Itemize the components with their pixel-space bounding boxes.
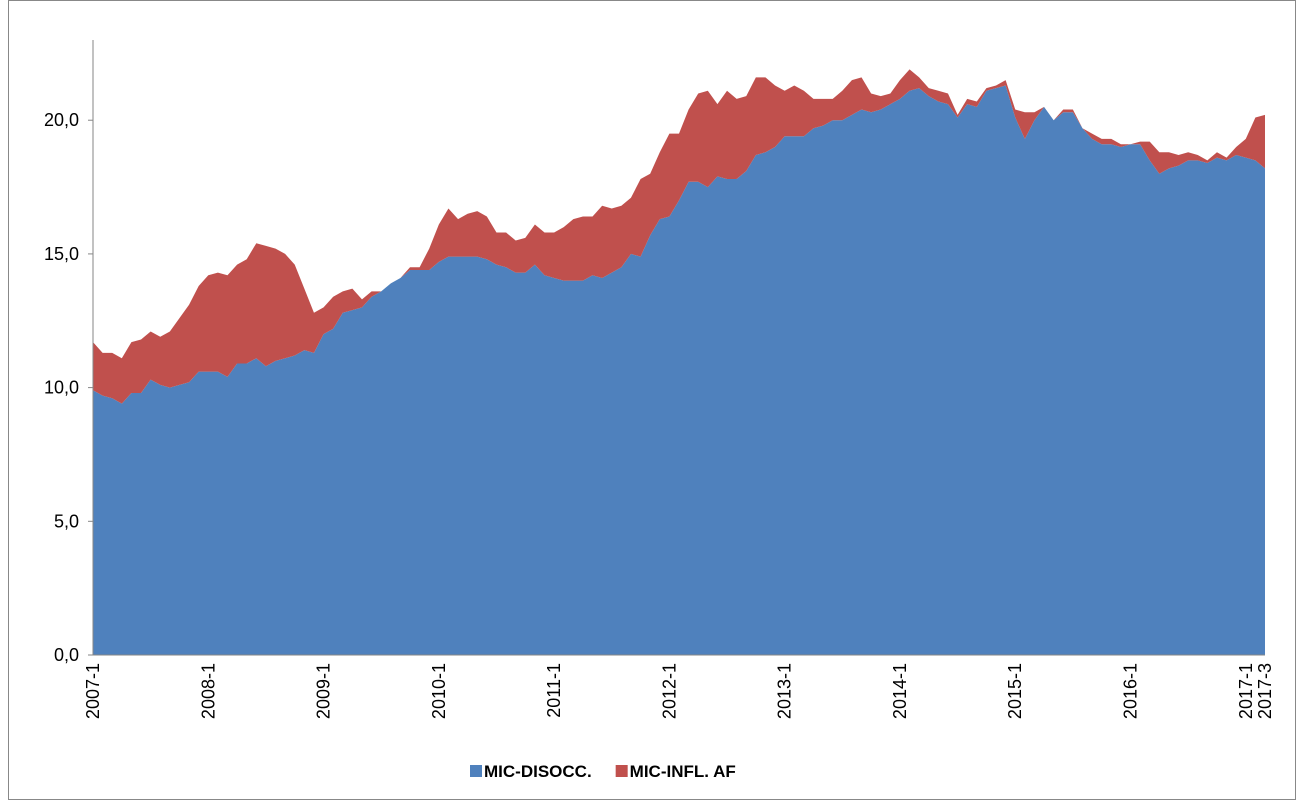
legend-label: MIC-DISOCC.	[484, 762, 592, 781]
chart-frame	[8, 0, 1296, 800]
x-tick-label: 2016-1	[1121, 663, 1141, 719]
x-tick-label: 2017-1	[1236, 663, 1256, 719]
x-tick-label: 2010-1	[429, 663, 449, 719]
x-tick-label: 2011-1	[544, 663, 564, 718]
legend-swatch	[470, 765, 482, 777]
x-tick-label: 2014-1	[890, 663, 910, 719]
x-tick-label: 2017-3	[1255, 663, 1275, 719]
x-tick-label: 2012-1	[659, 663, 679, 719]
x-tick-label: 2015-1	[1005, 663, 1025, 719]
legend-label: MIC-INFL. AF	[630, 762, 736, 781]
x-tick-label: 2013-1	[775, 663, 795, 719]
legend-swatch	[615, 765, 628, 777]
y-tick-label: 20,0	[44, 110, 79, 130]
x-tick-label: 2009-1	[314, 663, 334, 719]
x-tick-label: 2008-1	[198, 663, 218, 719]
area	[93, 85, 1265, 655]
y-tick-label: 15,0	[44, 244, 79, 264]
area	[93, 69, 1265, 404]
y-tick-label: 10,0	[44, 378, 79, 398]
x-tick-label: 2007-1	[83, 663, 103, 719]
y-tick-label: 5,0	[54, 511, 79, 531]
y-tick-label: 0,0	[54, 645, 79, 665]
